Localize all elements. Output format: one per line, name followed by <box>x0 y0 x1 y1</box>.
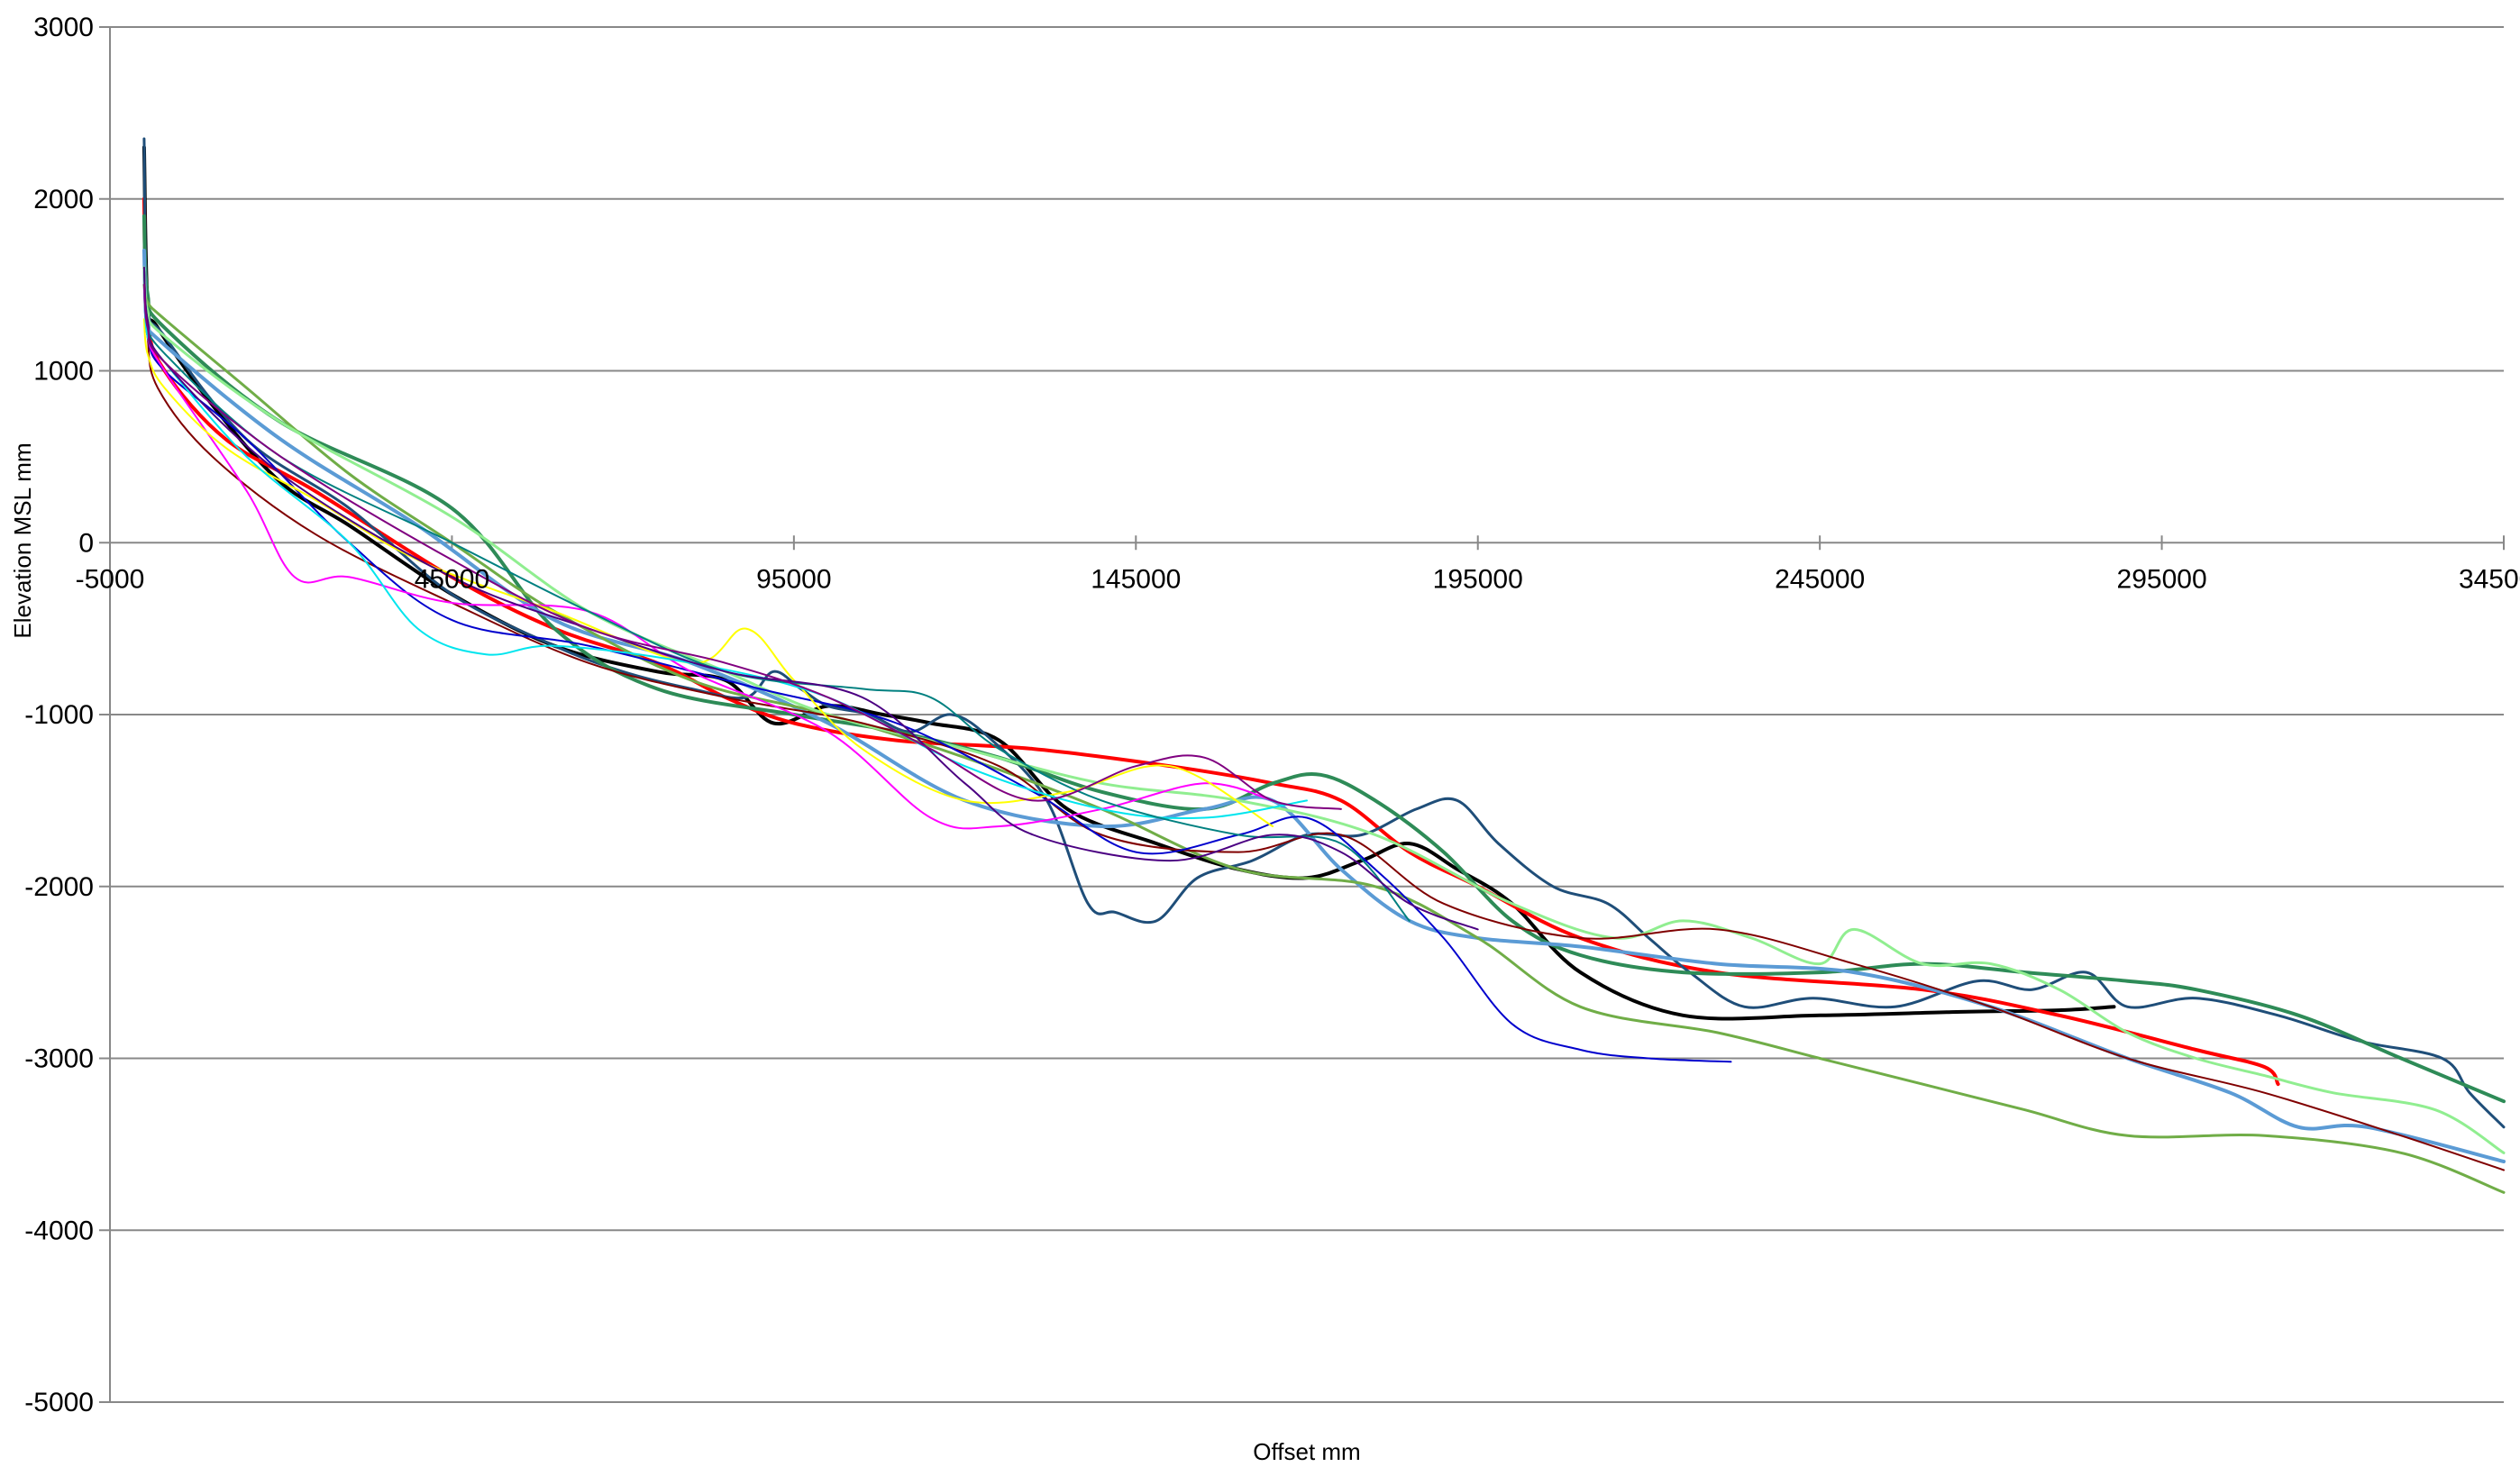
series-line-14 <box>142 267 1479 931</box>
y-tick-label: 3000 <box>33 13 94 42</box>
x-tick-label: 95000 <box>756 564 831 594</box>
y-tick-labels: 3000 2000 1000 0 -1000 -2000 -3000 -4000 -5000 <box>24 13 94 1417</box>
y-tick-label: 1000 <box>33 357 94 387</box>
series-line-13 <box>142 267 1411 922</box>
x-tick-label: 195000 <box>1433 564 1523 594</box>
x-tick-label: -5000 <box>76 564 145 594</box>
x-tick-label: 345000 <box>2459 564 2520 594</box>
series-line-6 <box>142 283 2506 1194</box>
series-line-7 <box>142 266 2506 1154</box>
y-tick-label: -4000 <box>24 1216 94 1245</box>
series-line-15 <box>142 284 1342 810</box>
y-tick-label: -1000 <box>24 700 94 730</box>
series-line-10 <box>142 284 1274 830</box>
series-line-1 <box>142 145 2116 1021</box>
y-tick-label: 0 <box>78 528 94 558</box>
axes <box>99 26 2505 1403</box>
x-tick-label: 295000 <box>2117 564 2207 594</box>
series-line-9 <box>142 284 1732 1063</box>
x-axis-title: Offset mm <box>1253 1438 1360 1465</box>
series-line-3 <box>142 137 2506 1129</box>
x-tick-label: 45000 <box>415 564 489 594</box>
y-axis-title: Elevation MSL mm <box>9 442 36 638</box>
y-tick-label: -2000 <box>24 872 94 902</box>
series-line-2 <box>142 196 2280 1087</box>
x-tick-labels: -5000 45000 95000 145000 195000 245000 295000 3… <box>76 564 2520 594</box>
series-line-5 <box>142 249 2506 1163</box>
x-tick-label: 245000 <box>1775 564 1865 594</box>
series-line-12 <box>142 284 1308 819</box>
series-lines <box>142 137 2506 1194</box>
y-tick-label: 2000 <box>33 185 94 214</box>
series-line-8 <box>142 267 2505 1171</box>
y-tick-label: -3000 <box>24 1044 94 1074</box>
series-line-4 <box>142 214 2506 1104</box>
x-tick-label: 145000 <box>1091 564 1181 594</box>
y-tick-label: -5000 <box>24 1388 94 1417</box>
gridlines <box>110 26 2504 1403</box>
